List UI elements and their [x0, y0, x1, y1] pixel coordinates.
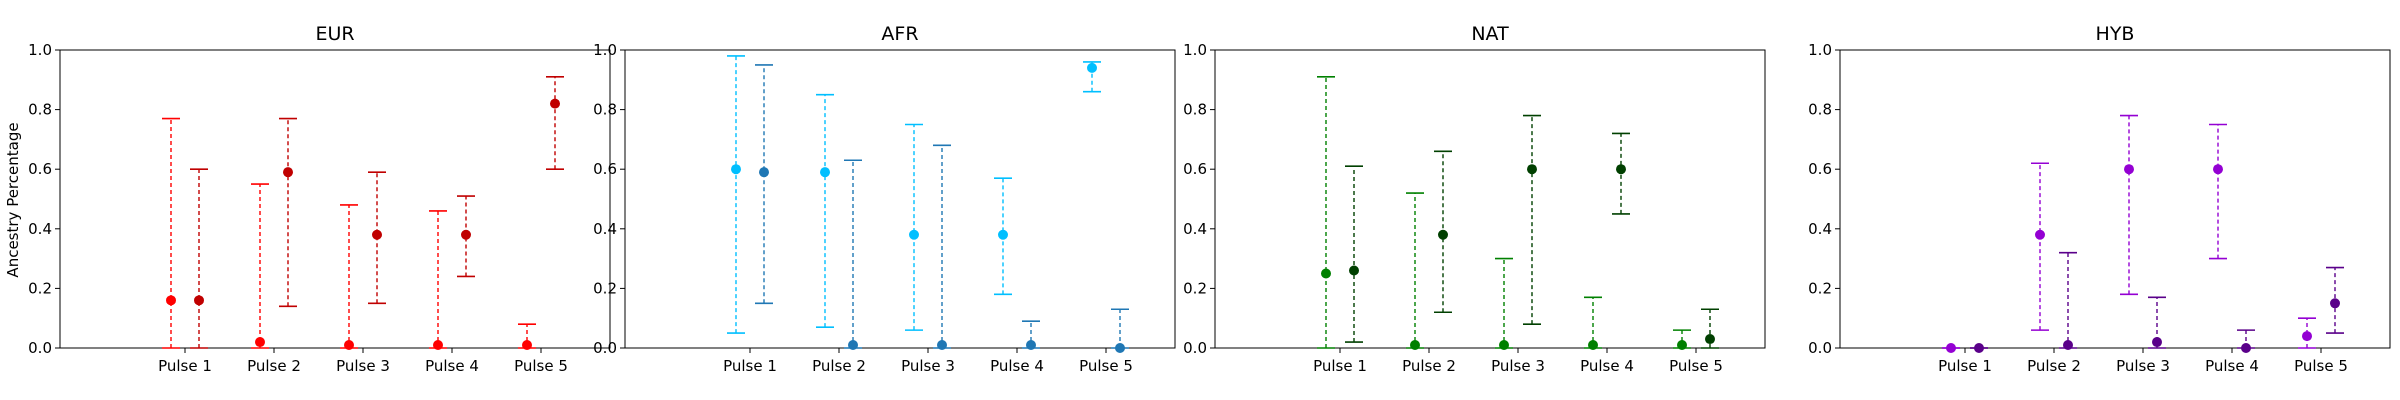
data-point: [937, 340, 947, 351]
panel-title: EUR: [315, 23, 354, 45]
data-point: [2124, 164, 2134, 175]
y-tick-label: 0.8: [593, 101, 617, 119]
y-tick-label: 1.0: [28, 41, 52, 59]
y-tick-label: 0.0: [28, 339, 52, 357]
x-tick-label: Pulse 4: [2205, 357, 2259, 375]
data-point: [1438, 229, 1448, 240]
y-tick-label: 1.0: [593, 41, 617, 59]
data-point: [1410, 340, 1420, 351]
data-point: [1026, 340, 1036, 351]
data-point: [2241, 343, 2251, 353]
data-point: [344, 340, 354, 351]
data-point: [2035, 229, 2045, 240]
data-point: [1115, 343, 1125, 353]
data-point: [2330, 298, 2340, 309]
data-point: [1616, 164, 1626, 175]
y-tick-label: 0.0: [1808, 339, 1832, 357]
data-point: [550, 98, 560, 109]
x-tick-label: Pulse 3: [901, 357, 955, 375]
y-tick-label: 0.2: [1808, 279, 1832, 297]
data-point: [1677, 340, 1687, 351]
x-tick-label: Pulse 5: [2294, 357, 2348, 375]
data-point: [1087, 62, 1097, 73]
x-tick-label: Pulse 1: [158, 357, 212, 375]
x-tick-label: Pulse 1: [1313, 357, 1367, 375]
panel-frame: [1214, 49, 1766, 349]
x-tick-label: Pulse 2: [812, 357, 866, 375]
y-tick-label: 0.2: [593, 279, 617, 297]
data-point: [461, 229, 471, 240]
y-tick-label: 0.6: [28, 160, 52, 178]
data-point: [1499, 340, 1509, 351]
data-point: [1974, 343, 1984, 353]
data-point: [372, 229, 382, 240]
panel-title: HYB: [2096, 23, 2135, 45]
data-point: [283, 167, 293, 178]
y-tick-label: 0.0: [593, 339, 617, 357]
data-point: [2152, 337, 2162, 348]
data-point: [2063, 340, 2073, 351]
y-tick-label: 0.6: [1183, 160, 1207, 178]
data-point: [820, 167, 830, 178]
x-tick-label: Pulse 1: [1938, 357, 1992, 375]
panel-title: AFR: [881, 23, 918, 45]
x-tick-label: Pulse 3: [1491, 357, 1545, 375]
x-tick-label: Pulse 5: [1669, 357, 1723, 375]
x-tick-label: Pulse 3: [2116, 357, 2170, 375]
panel-frame: [59, 49, 611, 349]
y-tick-label: 0.6: [593, 160, 617, 178]
y-tick-label: 0.4: [1808, 220, 1832, 238]
x-tick-label: Pulse 2: [247, 357, 301, 375]
data-point: [166, 295, 176, 306]
y-tick-label: 0.2: [28, 279, 52, 297]
data-point: [433, 340, 443, 351]
data-point: [1321, 268, 1331, 279]
y-tick-label: 0.8: [1183, 101, 1207, 119]
data-point: [2213, 164, 2223, 175]
data-point: [1705, 334, 1715, 345]
y-tick-label: 1.0: [1183, 41, 1207, 59]
x-tick-label: Pulse 3: [336, 357, 390, 375]
data-point: [731, 164, 741, 175]
y-axis-label: Ancestry Percentage: [4, 122, 22, 277]
data-point: [194, 295, 204, 306]
x-tick-label: Pulse 2: [2027, 357, 2081, 375]
panel-frame: [1839, 49, 2391, 349]
data-point: [909, 229, 919, 240]
y-tick-label: 0.4: [593, 220, 617, 238]
data-point: [522, 340, 532, 351]
x-tick-label: Pulse 2: [1402, 357, 1456, 375]
x-tick-label: Pulse 4: [425, 357, 479, 375]
panel-frame: [624, 49, 1176, 349]
panel-title: NAT: [1471, 23, 1509, 45]
data-point: [1349, 265, 1359, 276]
y-tick-label: 0.2: [1183, 279, 1207, 297]
y-tick-label: 0.6: [1808, 160, 1832, 178]
data-point: [1527, 164, 1537, 175]
x-tick-label: Pulse 5: [1079, 357, 1133, 375]
x-tick-label: Pulse 4: [1580, 357, 1634, 375]
y-tick-label: 0.0: [1183, 339, 1207, 357]
data-point: [848, 340, 858, 351]
y-tick-label: 0.8: [1808, 101, 1832, 119]
y-tick-label: 0.4: [1183, 220, 1207, 238]
y-tick-label: 0.8: [28, 101, 52, 119]
data-point: [2302, 331, 2312, 342]
data-point: [1946, 343, 1956, 353]
data-point: [1588, 340, 1598, 351]
x-tick-label: Pulse 4: [990, 357, 1044, 375]
data-point: [759, 167, 769, 178]
data-point: [255, 337, 265, 348]
y-tick-label: 0.4: [28, 220, 52, 238]
data-point: [998, 229, 1008, 240]
x-tick-label: Pulse 5: [514, 357, 568, 375]
x-tick-label: Pulse 1: [723, 357, 777, 375]
y-tick-label: 1.0: [1808, 41, 1832, 59]
